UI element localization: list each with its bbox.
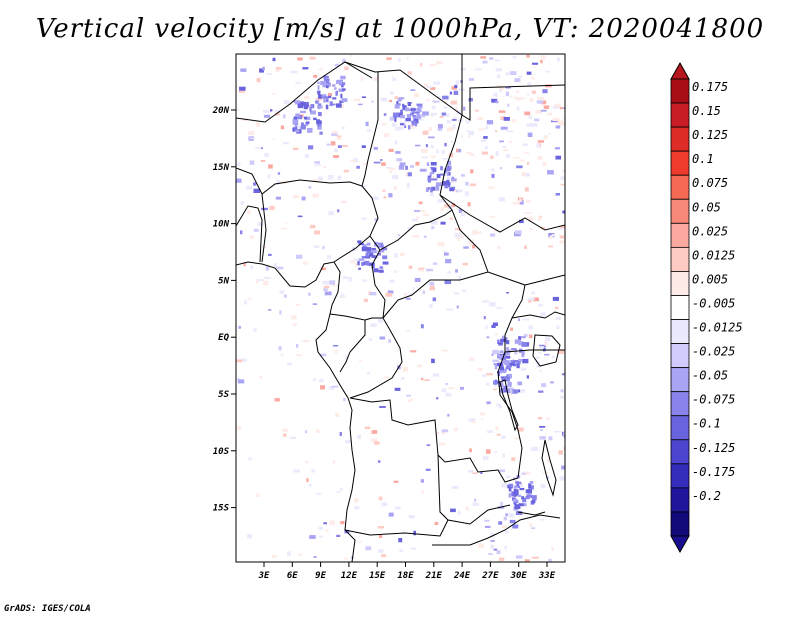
lake-kariba (517, 511, 546, 516)
country-borders (236, 54, 565, 562)
colorbar-bin (670, 102, 690, 128)
colorbar-bin (670, 78, 690, 104)
colorbar-label: -0.025 (692, 345, 735, 359)
colorbar-bin (670, 126, 690, 152)
lat-tick-label: 15S (213, 504, 230, 514)
colorbar-label: 0.005 (692, 272, 728, 286)
lat-tick-label: 10S (213, 447, 230, 457)
lon-tick-label: 15E (369, 571, 386, 581)
lon-tick-label: 12E (341, 571, 358, 581)
colorbar-bin (670, 271, 690, 296)
colorbar-bin (670, 150, 690, 176)
colorbar-bin (670, 343, 690, 369)
colorbar-bin (670, 487, 690, 513)
colorbar-top-arrow (670, 61, 690, 80)
border-congo-drc (349, 317, 403, 399)
colorbar-label: 0.05 (692, 200, 721, 214)
border-chad-sudan (439, 114, 489, 273)
coastline (236, 261, 356, 562)
border-car-drc (382, 271, 526, 319)
lake-victoria (532, 334, 561, 367)
border-namibia-botswana (432, 537, 489, 546)
colorbar-label: 0.15 (692, 104, 721, 118)
longitude-axis: 3E 6E 9E 12E 15E 18E 21E 24E 27E 30E 33E (258, 562, 556, 581)
lat-tick-label: 20N (212, 106, 230, 116)
colorbar-label: 0.1 (692, 152, 714, 166)
lat-tick-label: 5S (218, 390, 229, 400)
chart-title: Vertical velocity [m/s] at 1000hPa, VT: … (35, 14, 765, 44)
map-frame (235, 53, 566, 563)
lon-tick-label: 30E (510, 571, 528, 581)
colorbar-bin (670, 174, 690, 200)
colorbar-label: 0.125 (692, 128, 728, 142)
colorbar-bin (670, 319, 690, 344)
colorbar-label: 0.075 (692, 176, 728, 190)
lake-tanganyika (499, 379, 519, 432)
lon-tick-label: 27E (481, 571, 499, 581)
colorbar-label: -0.175 (692, 465, 735, 479)
colorbar-bin (670, 511, 690, 537)
lake-malawi (541, 439, 557, 497)
border-sudan-ssudan (439, 194, 565, 233)
lon-tick-label: 6E (287, 571, 298, 581)
colorbar-label: -0.2 (692, 489, 721, 503)
lon-tick-label: 21E (425, 571, 443, 581)
colorbar-bin (670, 391, 690, 417)
border-togo-burkina (236, 205, 263, 263)
border-niger-nigeria (236, 167, 363, 195)
border-niger-chad (361, 72, 379, 187)
lon-tick-label: 18E (397, 571, 414, 581)
colorbar-label: -0.125 (692, 441, 735, 455)
lat-tick-label: 10N (213, 220, 230, 230)
colorbar-bin (670, 246, 690, 272)
grads-credit: GrADS: IGES/COLA (4, 604, 91, 614)
colorbar-bottom-arrow (670, 535, 690, 554)
colorbar-label: -0.005 (692, 296, 735, 310)
velocity-field (236, 54, 565, 562)
lat-tick-label: 15N (213, 163, 230, 173)
lat-tick-label: 5N (218, 276, 229, 286)
border-angola-namibia (344, 519, 449, 537)
colorbar-bin (670, 415, 690, 441)
colorbar-bin (670, 439, 690, 465)
latitude-axis: 20N 15N 10N 5N EQ 5S 10S 15S (212, 106, 236, 514)
colorbar-label: -0.1 (692, 417, 721, 431)
colorbar-label: -0.05 (692, 369, 728, 383)
lon-tick-label: 24E (453, 571, 471, 581)
border-drc-angola (349, 397, 523, 483)
border-libya-chad (344, 61, 463, 116)
border-uganda (504, 311, 565, 353)
border-drc-east (497, 284, 526, 449)
border-niger-mali (236, 61, 373, 123)
lon-tick-label: 3E (258, 571, 270, 581)
colorbar: 0.175 0.15 0.125 0.1 0.075 0.05 0.025 0.0125 0.0… (670, 61, 743, 554)
colorbar-bin (670, 367, 690, 393)
colorbar-bin (670, 463, 690, 489)
colorbar-label: 0.175 (692, 80, 728, 94)
border-nigeria-benin (261, 193, 267, 263)
border-angola-zambia (437, 454, 511, 525)
border-libya-sudan (461, 54, 565, 121)
colorbar-label: -0.075 (692, 393, 735, 407)
colorbar-bin (670, 222, 690, 248)
colorbar-label: 0.025 (692, 224, 728, 238)
lon-tick-label: 33E (538, 571, 556, 581)
lon-tick-label: 9E (315, 571, 326, 581)
colorbar-label: -0.0125 (692, 321, 743, 335)
colorbar-bin (670, 295, 690, 320)
border-ssudan-east (524, 274, 565, 286)
colorbar-label: 0.0125 (692, 248, 735, 262)
border-zambia-zimbabwe (487, 514, 561, 539)
colorbar-bin (670, 198, 690, 224)
lat-tick-label: EQ (218, 333, 229, 343)
border-gabon-congo (329, 313, 366, 373)
border-cameroon-car (371, 249, 386, 319)
